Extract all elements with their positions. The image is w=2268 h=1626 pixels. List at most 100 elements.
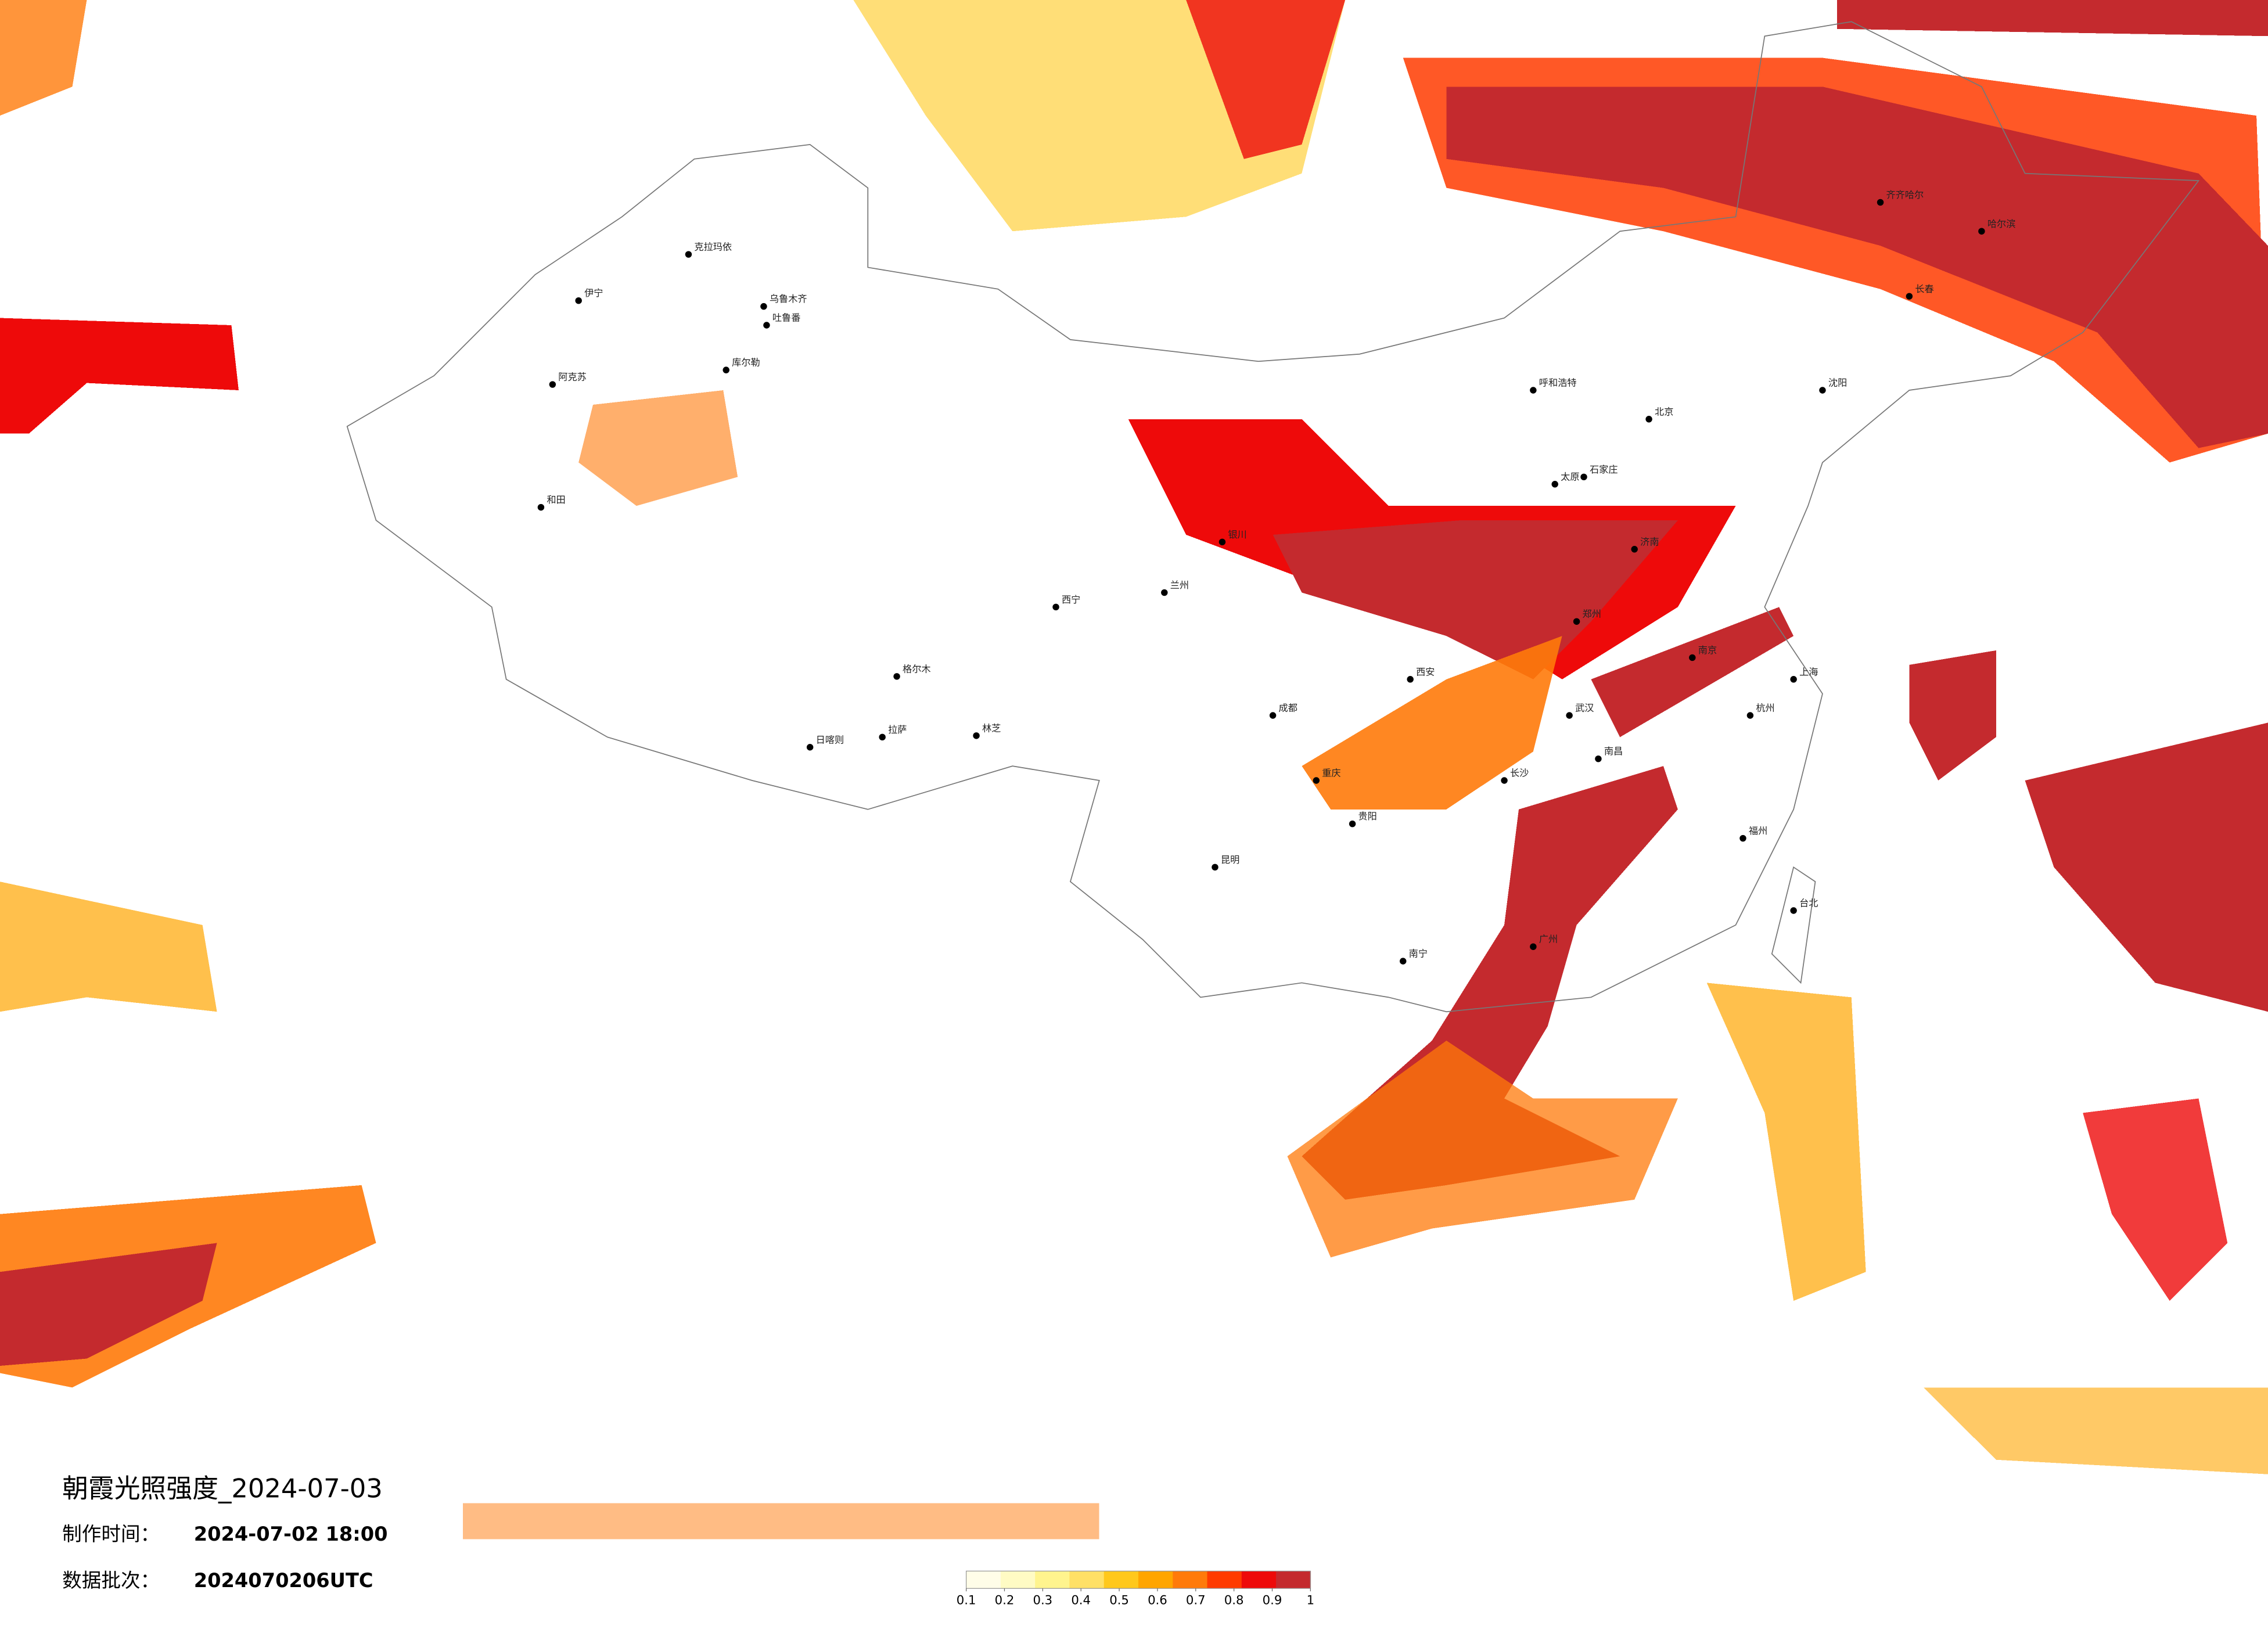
city-name: 贵阳 — [1358, 811, 1377, 822]
city-dot — [1551, 481, 1558, 488]
city-dot — [893, 673, 900, 680]
city-name: 格尔木 — [903, 663, 931, 674]
legend-tick-label: 1 — [1307, 1593, 1314, 1607]
city-name: 库尔勒 — [732, 357, 760, 368]
legend-tick-label: 0.5 — [1109, 1593, 1129, 1607]
city-name: 沈阳 — [1828, 377, 1847, 388]
legend-tick-label: 0.3 — [1033, 1593, 1052, 1607]
map-title: 朝霞光照强度_2024-07-03 — [62, 1473, 383, 1504]
city-name: 广州 — [1539, 934, 1558, 945]
legend-tick-label: 0.2 — [995, 1593, 1015, 1607]
legend-swatch — [1276, 1571, 1311, 1589]
city-name: 武汉 — [1575, 703, 1594, 714]
intensity-field — [0, 0, 2268, 1539]
city-name: 杭州 — [1756, 703, 1774, 714]
city-dot — [1399, 958, 1407, 965]
city-name: 石家庄 — [1590, 464, 1618, 475]
legend: 0.1 0.2 0.3 0.4 0.5 0.6 0.7 0.8 0.9 1 — [957, 1570, 1314, 1607]
city-name: 昆明 — [1221, 854, 1239, 865]
city-dot — [1819, 387, 1826, 394]
city-dot — [1161, 589, 1168, 596]
legend-tick-label: 0.4 — [1071, 1593, 1091, 1607]
city-name: 日喀则 — [816, 734, 844, 745]
city-dot — [973, 732, 980, 739]
city-dot — [575, 297, 582, 304]
city-name: 长沙 — [1510, 768, 1529, 779]
taiwan-outline — [1771, 866, 1816, 984]
city-dot — [1631, 546, 1638, 553]
legend-tick-label: 0.8 — [1224, 1593, 1244, 1607]
city-name: 西安 — [1416, 666, 1435, 677]
legend-tick-label: 0.9 — [1263, 1593, 1282, 1607]
city-dot — [1790, 907, 1797, 914]
city-dot — [1739, 834, 1746, 842]
city-dot — [760, 303, 767, 310]
city-name: 银川 — [1228, 529, 1246, 540]
city-dot — [1313, 777, 1320, 784]
city-name: 南宁 — [1409, 948, 1428, 959]
city-name: 呼和浩特 — [1539, 377, 1577, 388]
city-name: 吐鲁番 — [772, 312, 801, 323]
city-dot — [723, 366, 729, 373]
city-name: 拉萨 — [888, 724, 907, 735]
city-dot — [763, 322, 770, 329]
city-name: 齐齐哈尔 — [1886, 189, 1924, 200]
legend-swatch — [966, 1571, 1001, 1589]
city-dot — [1530, 943, 1537, 950]
city-dot — [806, 744, 814, 751]
city-dot — [1530, 387, 1537, 394]
city-name: 和田 — [547, 494, 565, 505]
city-name: 上海 — [1799, 666, 1818, 677]
made-time: 2024-07-02 18:00 — [194, 1523, 388, 1545]
city-dot — [1595, 755, 1602, 762]
city-dot — [1906, 293, 1913, 300]
city-dot — [1407, 676, 1414, 683]
city-dot — [1349, 820, 1356, 828]
city-dot — [1566, 712, 1573, 719]
city-name: 西宁 — [1062, 594, 1080, 605]
city-name: 台北 — [1799, 898, 1818, 909]
legend-swatch — [1000, 1571, 1036, 1589]
city-name: 济南 — [1640, 536, 1659, 547]
city-dot — [1580, 473, 1587, 481]
city-name: 南昌 — [1604, 746, 1623, 757]
legend-swatch — [1035, 1571, 1070, 1589]
city-dot — [1746, 712, 1754, 719]
city-name: 北京 — [1655, 406, 1673, 417]
city-dot — [1573, 618, 1580, 625]
city-dot — [1052, 603, 1059, 611]
legend-tick-label: 0.6 — [1148, 1593, 1167, 1607]
legend-swatch — [1207, 1571, 1242, 1589]
country-outline — [346, 21, 2200, 1013]
legend-swatch — [1173, 1571, 1208, 1589]
city-dot — [1877, 199, 1884, 206]
city-dot — [1978, 228, 1985, 235]
legend-frame — [965, 1570, 1311, 1589]
city-name: 南京 — [1698, 645, 1717, 656]
city-dot — [879, 733, 886, 741]
city-name: 重庆 — [1322, 768, 1340, 779]
legend-swatch — [1241, 1571, 1277, 1589]
legend-tick-label: 0.7 — [1186, 1593, 1206, 1607]
legend-swatch — [1104, 1571, 1139, 1589]
city-name: 郑州 — [1583, 609, 1601, 620]
city-name: 林芝 — [982, 722, 1001, 733]
city-dot — [1219, 538, 1226, 546]
city-name: 长春 — [1915, 283, 1933, 294]
city-dot — [685, 251, 692, 258]
city-dot — [549, 381, 556, 388]
made-label: 制作时间： — [62, 1523, 160, 1545]
city-name: 克拉玛依 — [694, 242, 732, 253]
legend-tick-label: 0.1 — [957, 1593, 976, 1607]
city-dot — [537, 503, 545, 511]
city-name: 阿克苏 — [558, 372, 587, 383]
batch-id: 2024070206UTC — [194, 1569, 373, 1592]
legend-swatch — [1138, 1571, 1173, 1589]
city-name: 伊宁 — [584, 287, 603, 298]
city-name: 兰州 — [1170, 580, 1189, 591]
city-dot — [1501, 777, 1508, 784]
city-name: 太原 — [1561, 471, 1579, 482]
